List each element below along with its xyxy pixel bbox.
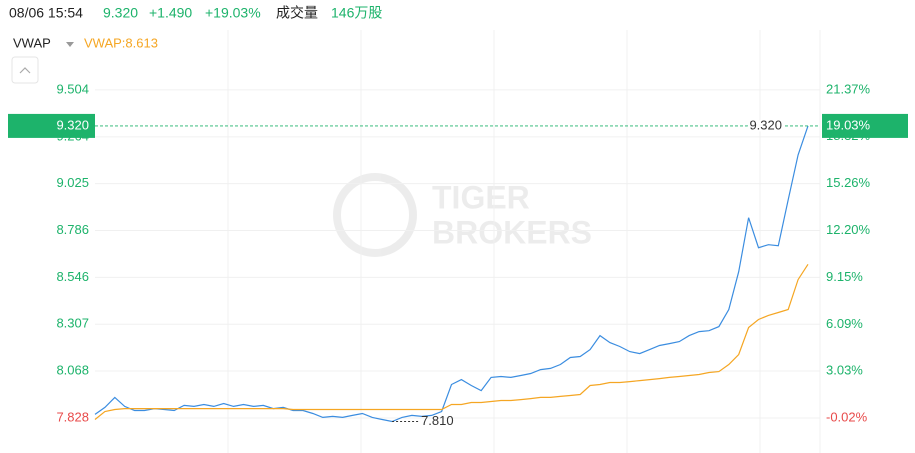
y-tick-label: 8.786: [56, 222, 89, 237]
y-tick-label: 9.504: [56, 81, 89, 96]
collapse-icon: [19, 67, 31, 74]
volume-label: 成交量: [276, 5, 318, 21]
price: 9.320: [103, 5, 138, 21]
indicator-select[interactable]: VWAP: [13, 35, 51, 50]
current-price-box: [8, 113, 95, 138]
change-pct: +19.03%: [205, 5, 261, 21]
change: +1.490: [149, 5, 192, 21]
y2-tick-label: 12.20%: [826, 222, 871, 237]
current-pct-box: [822, 113, 908, 138]
y2-tick-label: 21.37%: [826, 81, 871, 96]
time: 08/06 15:54: [9, 5, 83, 21]
current-pct-text: 19.03%: [826, 117, 871, 132]
y2-tick-label: -0.02%: [826, 409, 868, 424]
y2-tick-label: 15.26%: [826, 175, 871, 190]
vwap-line: [94, 263, 809, 420]
y2-tick-label: 6.09%: [826, 316, 863, 331]
watermark-text: BROKERS: [432, 214, 592, 250]
y-tick-label: 7.828: [56, 409, 89, 424]
last-price-label: 9.320: [749, 117, 782, 132]
current-price-text: 9.320: [56, 117, 89, 132]
legend-entry: VWAP:8.613: [84, 35, 158, 50]
collapse-button[interactable]: [11, 56, 39, 84]
y2-tick-label: 9.15%: [826, 269, 863, 284]
min-label: 7.810: [421, 413, 454, 428]
watermark-text: TIGER: [432, 179, 530, 215]
volume: 146万股: [331, 5, 382, 21]
header: 08/06 15:54 9.320 +1.490 +19.03% 成交量 146…: [9, 5, 382, 21]
dropdown-caret[interactable]: [66, 42, 74, 47]
y-tick-label: 8.068: [56, 362, 89, 377]
watermark-logo: [333, 173, 417, 257]
y2-tick-label: 3.03%: [826, 363, 863, 378]
y-tick-label: 8.546: [56, 269, 89, 284]
y-tick-label: 9.025: [56, 175, 89, 190]
watermark: TIGER BROKERS: [333, 173, 592, 257]
y-tick-label: 8.307: [56, 316, 89, 331]
price-line: [94, 125, 809, 423]
